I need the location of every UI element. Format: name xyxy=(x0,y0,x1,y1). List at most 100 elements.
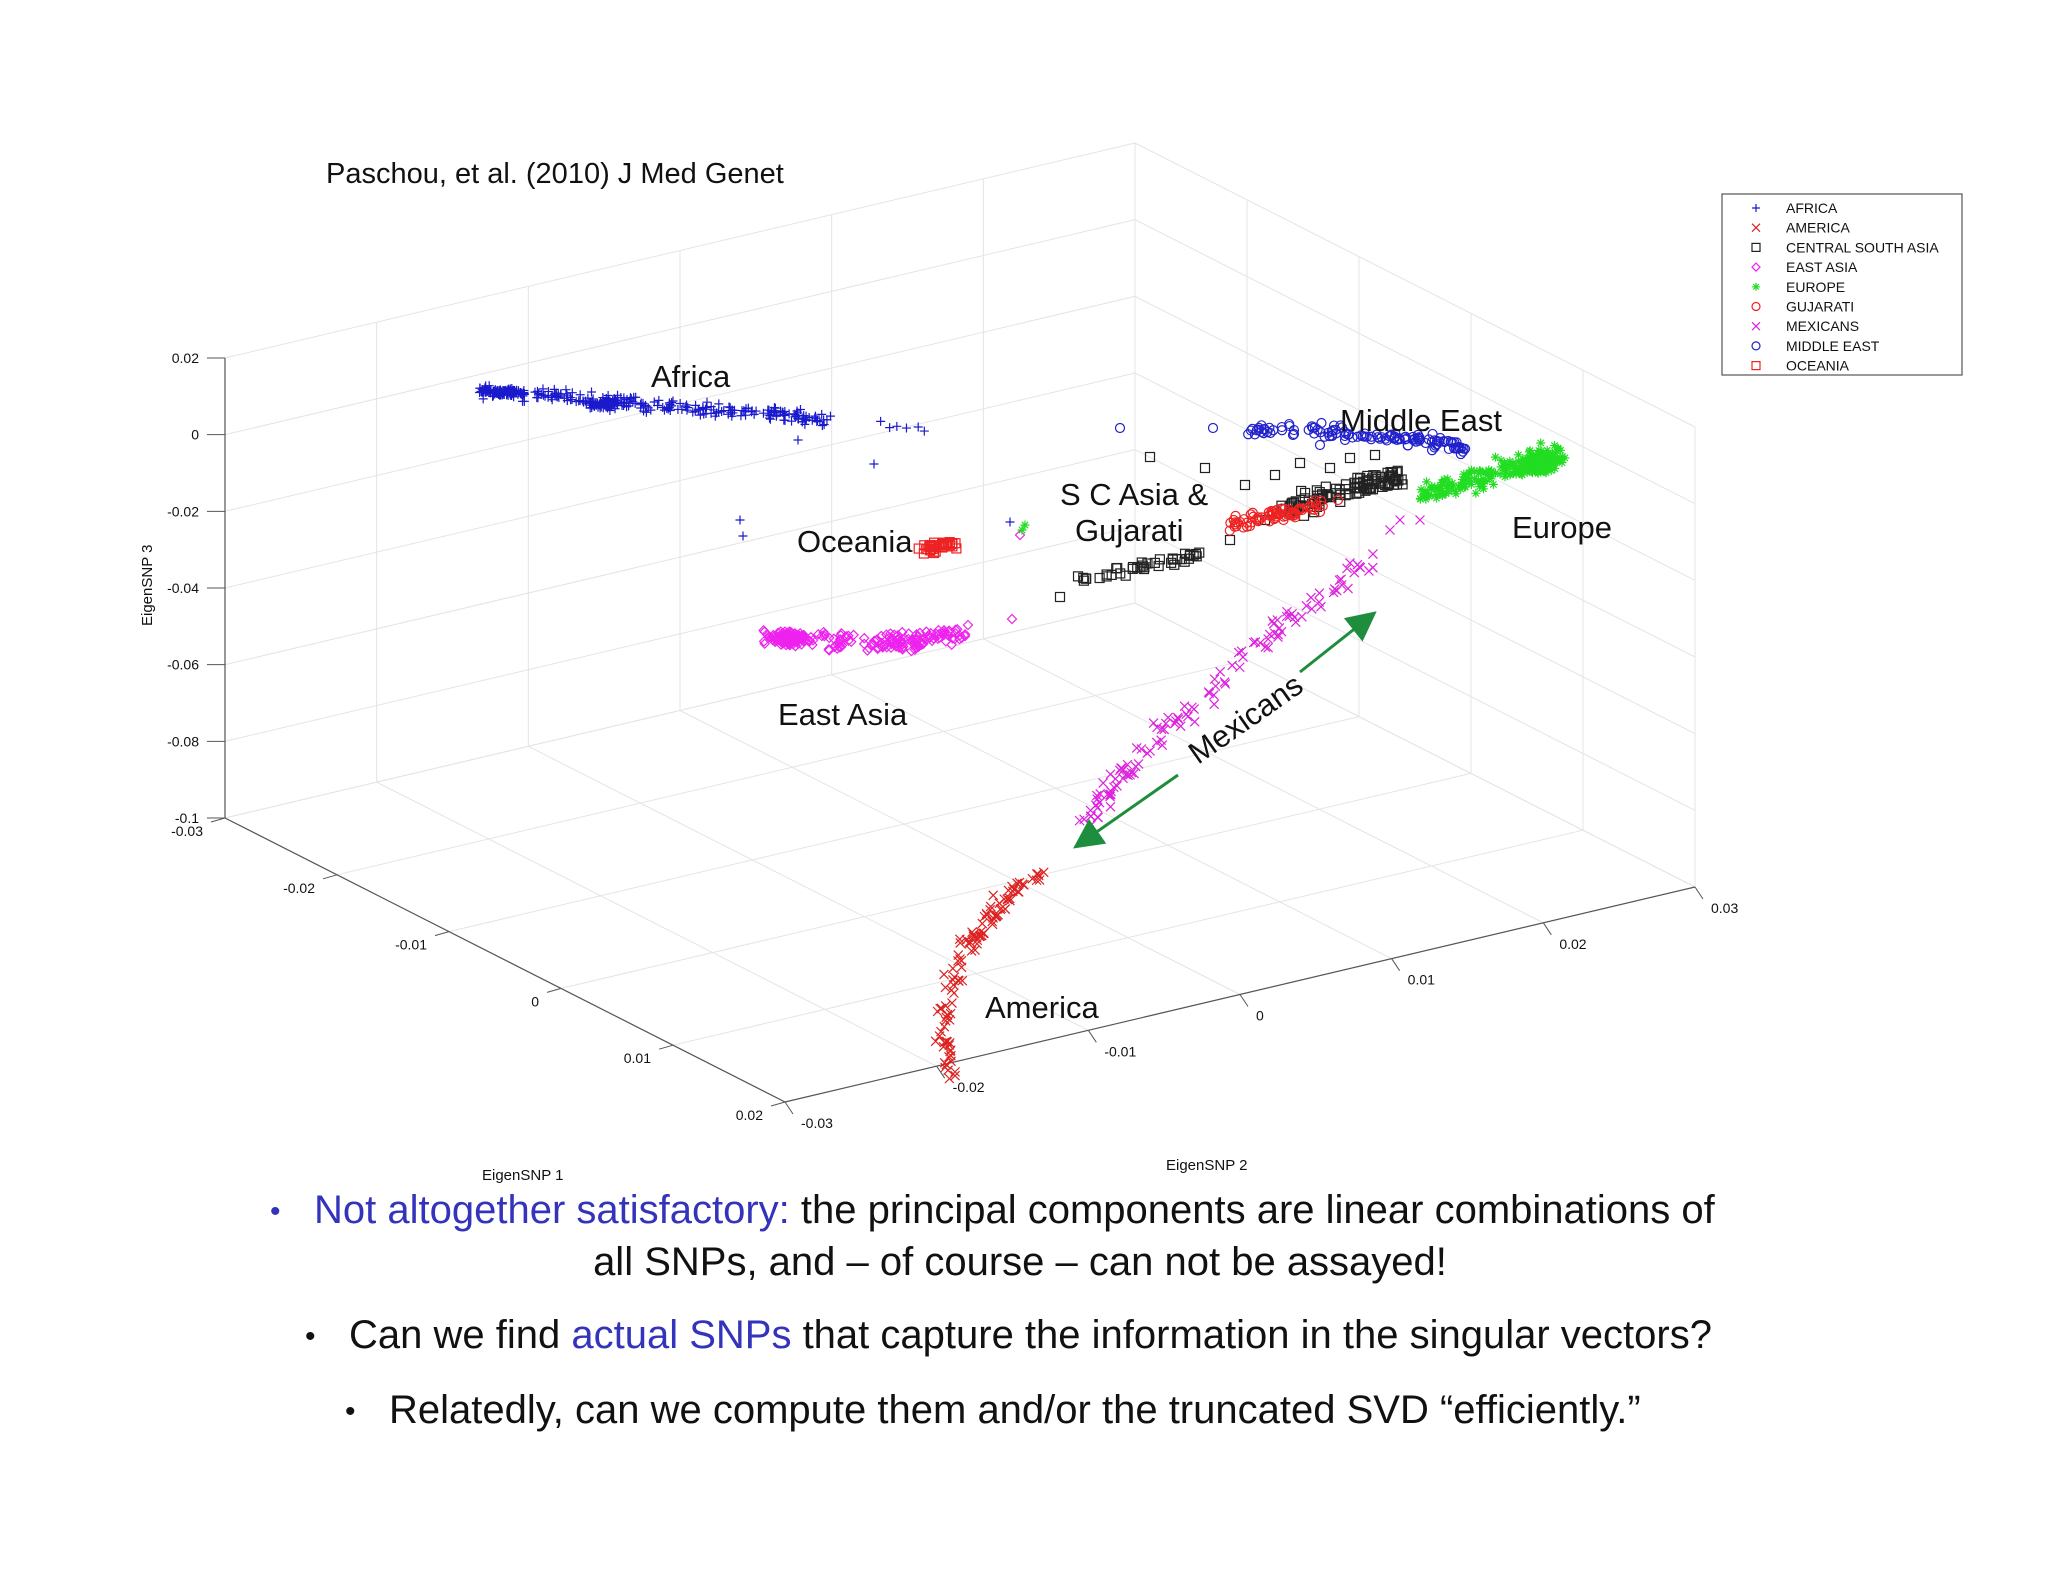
data-point xyxy=(1219,677,1230,687)
data-point xyxy=(1005,517,1015,527)
grid-line xyxy=(448,716,1360,933)
data-point xyxy=(842,630,854,642)
data-point xyxy=(1471,488,1481,498)
data-point xyxy=(1190,548,1201,560)
data-point xyxy=(934,1031,945,1042)
x-tick xyxy=(546,987,562,993)
data-point xyxy=(1224,534,1236,546)
data-point xyxy=(793,414,803,424)
data-point xyxy=(1376,432,1387,443)
data-point xyxy=(1475,482,1485,492)
data-point xyxy=(1459,469,1469,479)
data-point xyxy=(993,909,1004,920)
grid-line xyxy=(1134,219,1696,505)
data-point xyxy=(930,1036,941,1047)
data-point xyxy=(1354,561,1365,572)
data-point xyxy=(1518,454,1528,464)
data-point xyxy=(1020,520,1030,530)
data-point xyxy=(959,630,971,642)
data-point xyxy=(903,628,915,639)
data-point xyxy=(1463,473,1473,483)
data-point xyxy=(1488,479,1498,489)
data-point xyxy=(1312,490,1323,501)
data-point xyxy=(1524,463,1534,473)
data-point xyxy=(1310,495,1321,506)
data-point xyxy=(1422,477,1432,487)
data-point xyxy=(543,387,553,397)
legend-marker xyxy=(1751,223,1761,233)
data-point xyxy=(877,639,889,651)
series-middle-east xyxy=(1420,428,1471,460)
series-gujarati xyxy=(1224,495,1328,536)
data-point xyxy=(1301,600,1312,611)
data-point xyxy=(1340,490,1351,501)
data-point xyxy=(1105,801,1116,812)
data-point xyxy=(567,388,577,398)
series-east-asia xyxy=(939,529,1026,638)
data-point xyxy=(1268,618,1279,629)
data-point xyxy=(1215,666,1226,677)
data-point xyxy=(751,406,761,416)
data-point xyxy=(1199,462,1211,474)
data-point xyxy=(780,635,792,647)
data-point xyxy=(509,387,519,397)
data-point xyxy=(780,415,790,425)
data-point xyxy=(1137,560,1148,571)
data-point xyxy=(1505,470,1515,480)
data-point xyxy=(1457,474,1467,484)
data-point xyxy=(939,626,951,638)
grid-line xyxy=(831,674,1392,960)
data-point xyxy=(1054,591,1066,603)
data-point xyxy=(1474,468,1483,478)
y-tick-label: -0.01 xyxy=(1104,1043,1136,1059)
series-mexicans xyxy=(1074,549,1378,831)
data-point xyxy=(1541,468,1551,478)
data-point xyxy=(1416,485,1426,495)
data-point xyxy=(1159,724,1170,735)
data-point xyxy=(665,406,675,416)
data-point xyxy=(1263,642,1274,653)
x-tick-label: -0.03 xyxy=(171,823,203,839)
data-point xyxy=(1437,478,1447,488)
data-point xyxy=(1390,428,1401,439)
bullet-2-text-post: that capture the information in the sing… xyxy=(791,1313,1712,1357)
data-point xyxy=(1343,489,1354,500)
x-tick-label: 0.01 xyxy=(624,1050,651,1066)
data-point xyxy=(547,395,557,405)
data-point xyxy=(1122,759,1133,770)
data-point xyxy=(1266,510,1277,521)
data-point xyxy=(595,403,605,413)
data-point xyxy=(1396,474,1407,485)
data-point xyxy=(1209,699,1220,710)
data-point xyxy=(1116,763,1127,774)
data-point xyxy=(1281,606,1292,617)
data-point xyxy=(683,403,693,413)
legend-label: CENTRAL SOUTH ASIA xyxy=(1786,239,1939,255)
data-point xyxy=(832,638,843,650)
data-point xyxy=(944,540,955,551)
data-point xyxy=(1296,485,1307,497)
citation: Paschou, et al. (2010) J Med Genet xyxy=(326,158,784,190)
data-point xyxy=(1349,477,1360,488)
data-point xyxy=(688,407,698,417)
data-point xyxy=(887,635,898,647)
data-point xyxy=(1490,468,1500,478)
data-point xyxy=(1320,481,1331,492)
z-tick-label: 0 xyxy=(191,427,199,443)
data-point xyxy=(636,400,646,410)
data-point xyxy=(1336,574,1347,585)
series-europe xyxy=(1017,520,1030,535)
data-point xyxy=(1234,516,1246,528)
data-point xyxy=(1431,493,1441,503)
series-middle-east xyxy=(1243,417,1425,451)
grid-line xyxy=(1134,602,1696,888)
data-point xyxy=(1299,493,1310,504)
legend-item: EUROPE xyxy=(1752,279,1845,295)
annotation-gujarati: Gujarati xyxy=(1075,513,1184,548)
data-point xyxy=(778,407,788,417)
data-point xyxy=(1287,429,1299,441)
data-point xyxy=(675,398,685,408)
data-point xyxy=(1131,742,1142,753)
data-point xyxy=(896,636,907,648)
y-tick-label: -0.03 xyxy=(801,1115,833,1131)
